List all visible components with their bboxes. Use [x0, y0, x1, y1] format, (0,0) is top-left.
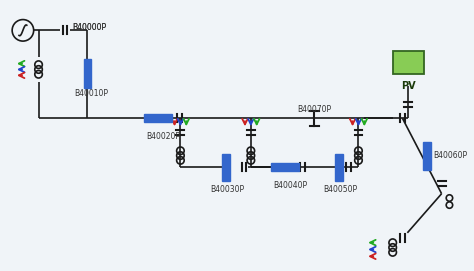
Bar: [335, 154, 343, 181]
Text: B40000P: B40000P: [72, 22, 106, 31]
Text: B40070P: B40070P: [297, 105, 331, 114]
Bar: [423, 142, 431, 170]
Text: B40000P: B40000P: [72, 22, 106, 31]
Text: B40050P: B40050P: [323, 185, 357, 194]
Bar: [83, 59, 91, 88]
Bar: [272, 163, 299, 171]
Text: B40010P: B40010P: [74, 89, 108, 98]
Text: B40040P: B40040P: [273, 181, 308, 190]
Text: B40060P: B40060P: [433, 151, 467, 160]
Bar: [144, 114, 172, 122]
Text: B40030P: B40030P: [211, 185, 245, 194]
Text: B40020P: B40020P: [146, 132, 180, 141]
Text: PV: PV: [401, 81, 416, 91]
Bar: [392, 51, 424, 74]
Bar: [222, 154, 230, 181]
